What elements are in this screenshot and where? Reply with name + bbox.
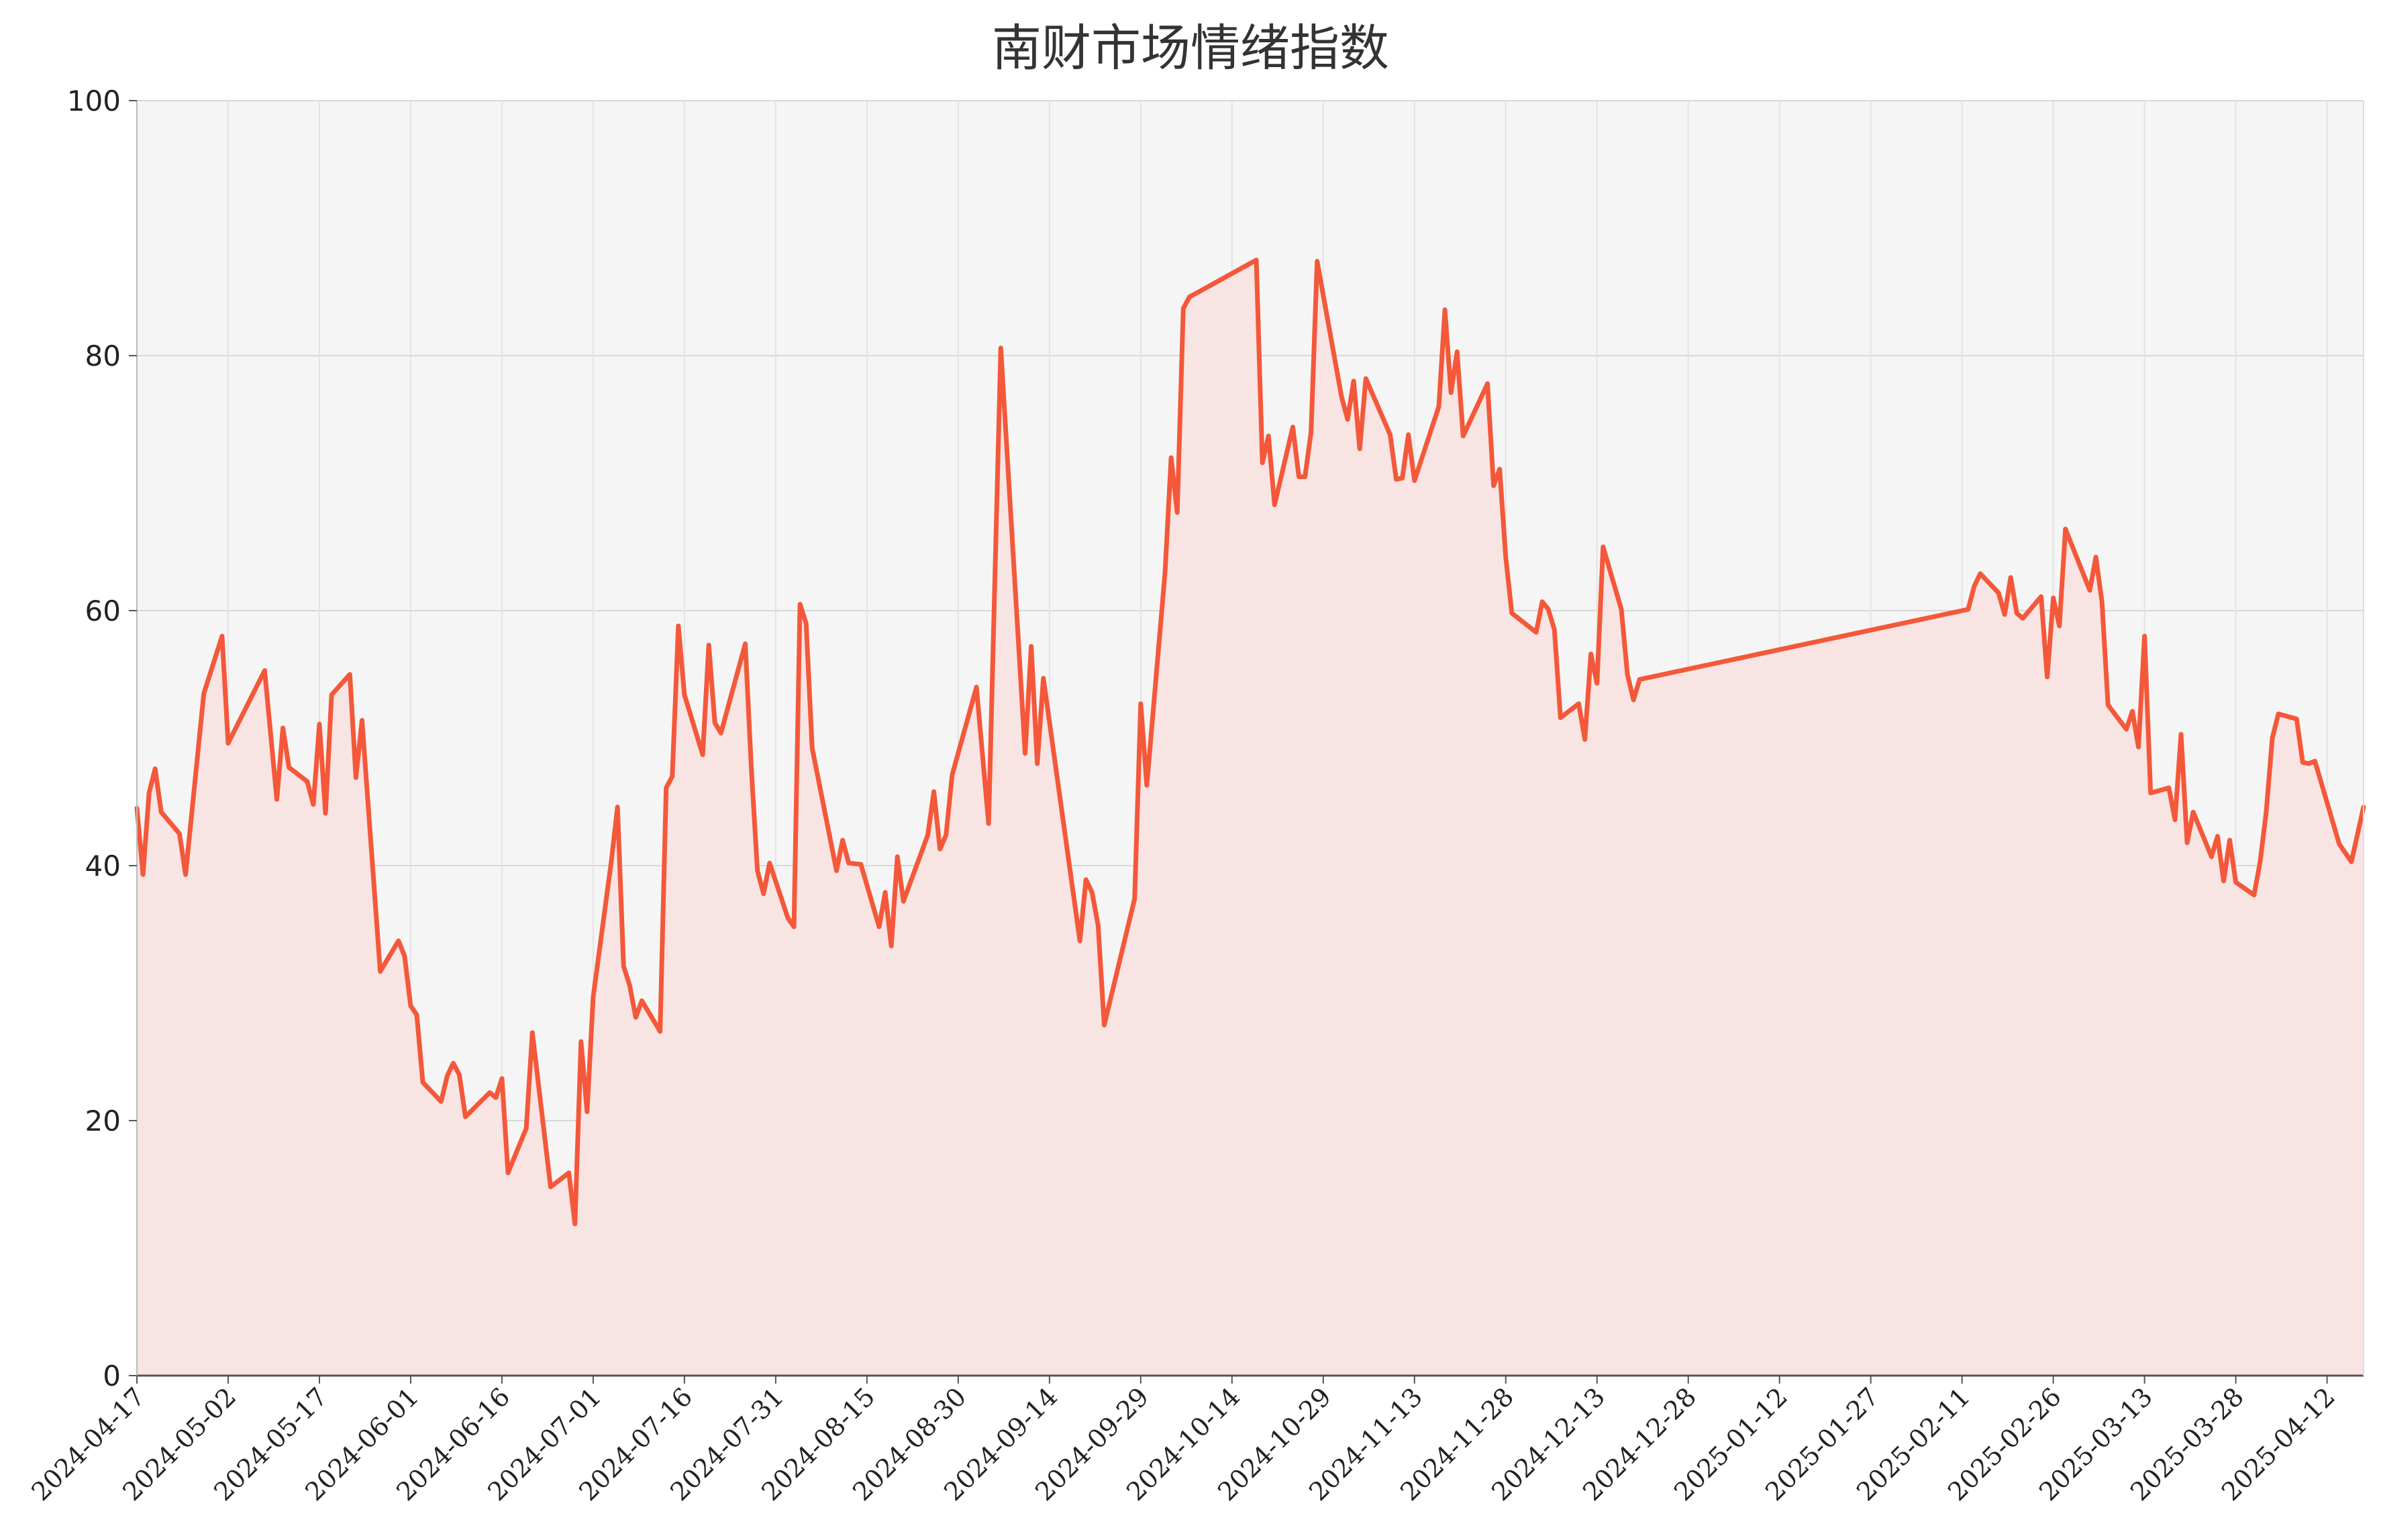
y-tick-label: 60 — [85, 595, 121, 627]
area-fill — [137, 260, 2364, 1376]
y-tick-label: 100 — [67, 85, 121, 117]
x-axis-ticks: 2024-04-172024-05-022024-05-172024-06-01… — [26, 1376, 2341, 1506]
y-tick-label: 0 — [103, 1359, 121, 1392]
y-tick-label: 20 — [85, 1105, 121, 1137]
y-axis-ticks: 0 20 40 60 80 100 — [67, 85, 137, 1392]
y-tick-label: 80 — [85, 340, 121, 372]
chart-title: 南财市场情绪指数 — [992, 19, 1389, 77]
y-tick-label: 40 — [85, 850, 121, 882]
axes — [136, 101, 2364, 1377]
series-line — [134, 258, 2366, 1227]
